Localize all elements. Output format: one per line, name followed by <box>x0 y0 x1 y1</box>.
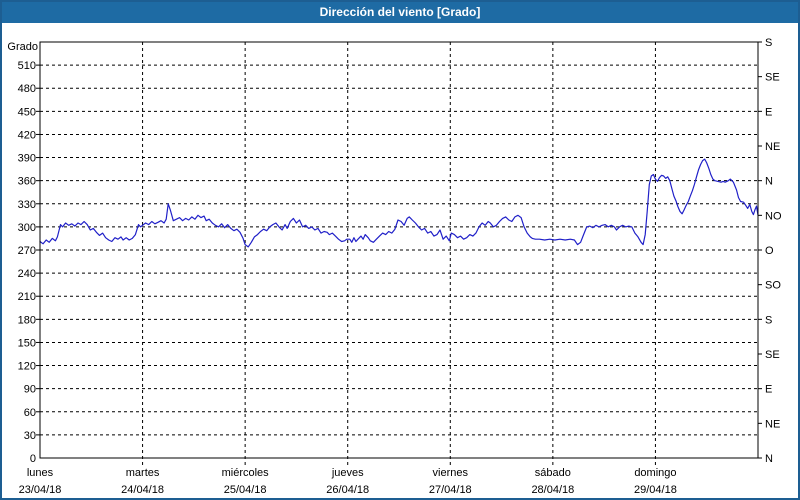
window-title-bar: Dirección del viento [Grado] <box>2 2 798 23</box>
x-tick-day-date: 28/04/18 <box>531 484 574 496</box>
y-left-tick-label: 30 <box>24 430 36 442</box>
x-tick-day-date: 26/04/18 <box>326 484 369 496</box>
y-right-tick-label: E <box>765 384 772 396</box>
y-left-tick-label: 420 <box>18 129 36 141</box>
y-left-tick-label: 450 <box>18 106 36 118</box>
y-left-tick-label: 0 <box>30 453 36 465</box>
y-left-tick-label: 480 <box>18 83 36 95</box>
y-left-tick-label: 150 <box>18 337 36 349</box>
y-left-tick-label: 510 <box>18 60 36 72</box>
wind-direction-chart: Grado 0 30 60 90 120 150 180 210 240 270 300 330 360 3… <box>2 23 798 498</box>
x-tick-day-date: 29/04/18 <box>634 484 677 496</box>
y-axis-label: Grado <box>7 41 38 53</box>
x-tick-day-name: viernes <box>433 467 469 479</box>
x-tick-day-name: sábado <box>535 467 571 479</box>
x-tick-day-name: domingo <box>634 467 676 479</box>
y-right-tick-label: NE <box>765 141 780 153</box>
y-right-tick-label: SE <box>765 72 780 84</box>
y-left-tick-label: 210 <box>18 291 36 303</box>
plot-frame <box>39 41 759 459</box>
x-tick-day-name: miércoles <box>222 467 270 479</box>
y-left-tick-label: 390 <box>18 153 36 165</box>
y-left-tick-label: 270 <box>18 245 36 257</box>
y-left-tick-label: 240 <box>18 268 36 280</box>
x-tick-day-name: lunes <box>27 467 54 479</box>
y-right-tick-label: S <box>765 37 772 49</box>
chart-canvas: Grado 0 30 60 90 120 150 180 210 240 270 300 330 360 3… <box>7 37 782 496</box>
y-right-tick-label: O <box>765 245 774 257</box>
y-left-tick-label: 360 <box>18 176 36 188</box>
y-left-tick-label: 120 <box>18 361 36 373</box>
y-left-tick-label: 300 <box>18 222 36 234</box>
x-tick-day-name: jueves <box>331 467 364 479</box>
y-right-tick-label: E <box>765 106 772 118</box>
x-tick-day-date: 27/04/18 <box>429 484 472 496</box>
y-left-tick-label: 60 <box>24 407 36 419</box>
y-left-tick-label: 180 <box>18 314 36 326</box>
y-right-tick-label: NE <box>765 418 780 430</box>
y-left-tick-label: 330 <box>18 199 36 211</box>
y-right-tick-label: SE <box>765 349 780 361</box>
window-title: Dirección del viento [Grado] <box>319 5 481 19</box>
y-left-tick-label: 90 <box>24 384 36 396</box>
x-tick-day-date: 25/04/18 <box>224 484 267 496</box>
x-tick-day-name: martes <box>126 467 160 479</box>
x-tick-day-date: 24/04/18 <box>121 484 164 496</box>
x-tick-day-date: 23/04/18 <box>19 484 62 496</box>
y-right-tick-label: SO <box>765 280 781 292</box>
y-right-tick-label: NO <box>765 210 782 222</box>
y-right-tick-label: S <box>765 314 772 326</box>
y-right-tick-label: N <box>765 453 773 465</box>
y-right-tick-label: N <box>765 176 773 188</box>
wind-direction-line <box>39 158 759 248</box>
